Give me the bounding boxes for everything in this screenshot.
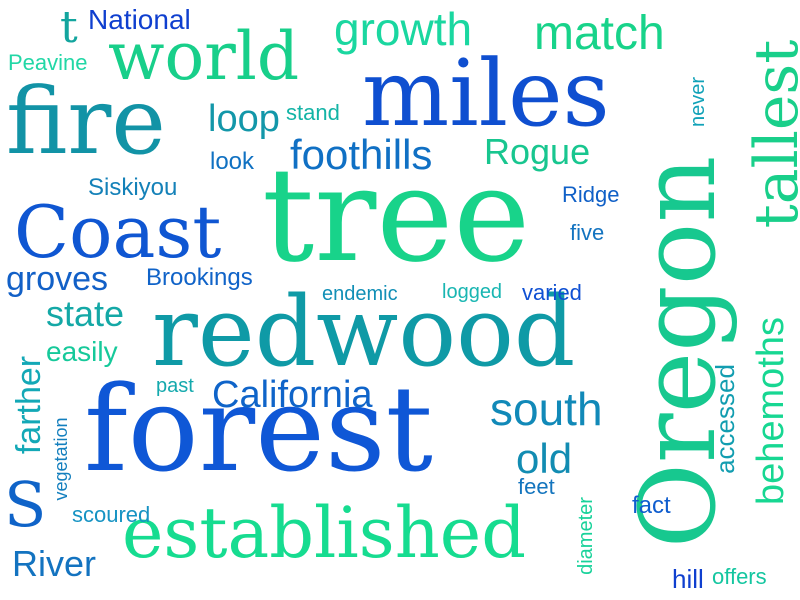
word-siskiyou: Siskiyou <box>88 174 178 201</box>
word-farther: farther <box>10 355 48 455</box>
word-look: look <box>210 148 255 175</box>
word-ridge: Ridge <box>562 182 620 207</box>
word-groves: groves <box>6 260 109 298</box>
word-stand: stand <box>286 100 340 125</box>
word-never: never <box>687 76 709 128</box>
word-fire: fire <box>6 68 166 175</box>
word-rogue: Rogue <box>484 131 591 172</box>
word-tree: tree <box>262 139 531 291</box>
word-established: established <box>122 492 527 574</box>
word-s: S <box>4 468 47 541</box>
word-river: River <box>12 543 97 584</box>
word-coast: Coast <box>14 190 222 274</box>
word-scoured: scoured <box>72 502 151 527</box>
word-national: National <box>88 4 191 35</box>
word-varied: varied <box>522 280 582 305</box>
word-endemic: endemic <box>322 283 398 305</box>
word-brookings: Brookings <box>146 264 253 291</box>
word-redwood: redwood <box>152 276 576 388</box>
word-easily: easily <box>46 336 118 367</box>
word-behemoths: behemoths <box>750 317 792 506</box>
word-california: California <box>212 374 373 416</box>
word-loop: loop <box>208 98 280 140</box>
word-miles: miles <box>362 40 610 147</box>
word-five: five <box>570 220 605 245</box>
word-peavine: Peavine <box>8 50 88 75</box>
word-accessed: accessed <box>710 364 740 474</box>
word-south: south <box>490 383 603 435</box>
word-hill: hill <box>672 564 704 594</box>
word-state: state <box>46 293 125 334</box>
word-match: match <box>534 7 665 60</box>
word-tallest: tallest <box>742 39 800 229</box>
word-logged: logged <box>442 281 503 303</box>
word-forest: forest <box>84 360 433 498</box>
word-past: past <box>156 375 194 397</box>
word-feet: feet <box>518 474 555 499</box>
word-old: old <box>516 435 573 482</box>
word-t: t <box>60 2 78 53</box>
word-fact: fact <box>632 492 671 519</box>
word-vegetation: vegetation <box>51 417 71 501</box>
word-world: world <box>108 18 300 95</box>
word-diameter: diameter <box>575 497 597 575</box>
word-offers: offers <box>712 564 767 589</box>
word-growth: growth <box>334 3 473 55</box>
word-foothills: foothills <box>290 131 433 178</box>
